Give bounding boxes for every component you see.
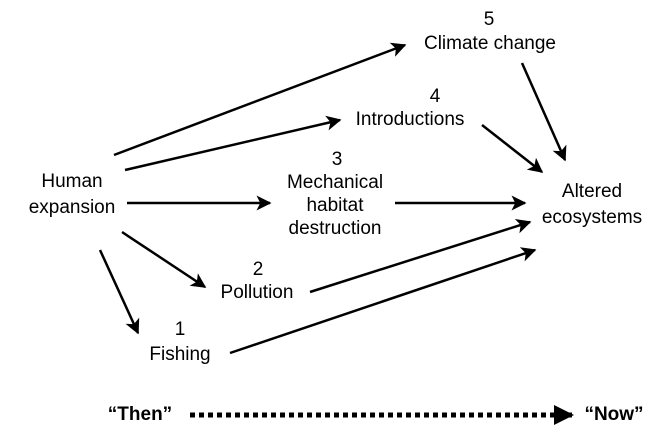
node-label: expansion bbox=[29, 197, 116, 218]
driver: 2 Pollution bbox=[221, 259, 294, 303]
arrow bbox=[309, 218, 532, 294]
node-label: Altered bbox=[562, 181, 622, 202]
driver-number: 3 bbox=[332, 149, 343, 170]
arrow bbox=[481, 124, 544, 173]
node-label: Human bbox=[41, 171, 102, 192]
node-label: Climate change bbox=[424, 33, 556, 54]
driver-number: 2 bbox=[253, 259, 264, 280]
node-label: Pollution bbox=[221, 282, 294, 303]
arrow bbox=[124, 115, 342, 172]
arrow bbox=[121, 230, 207, 289]
node-label: destruction bbox=[289, 218, 382, 239]
driver: 3 Mechanical habitat destruction bbox=[287, 149, 383, 239]
node-label: Mechanical bbox=[287, 172, 383, 193]
arrow bbox=[520, 62, 567, 162]
driver-number: 4 bbox=[430, 86, 441, 107]
source-node: Human expansion bbox=[29, 171, 116, 218]
arrow bbox=[229, 247, 537, 355]
timeline-start: “Then” bbox=[108, 404, 172, 425]
driver-number: 1 bbox=[175, 319, 186, 340]
driver-number: 5 bbox=[484, 9, 495, 30]
node-label: habitat bbox=[306, 195, 364, 216]
arrow bbox=[113, 42, 407, 157]
arrow bbox=[98, 249, 140, 335]
node-label: Introductions bbox=[356, 109, 465, 130]
timeline-end: “Now” bbox=[584, 404, 643, 425]
node-label: ecosystems bbox=[542, 207, 642, 228]
driver: 1 Fishing bbox=[149, 319, 210, 365]
target-node: Altered ecosystems bbox=[542, 181, 642, 228]
driver: 5 Climate change bbox=[424, 9, 556, 54]
node-label: Fishing bbox=[149, 344, 210, 365]
arrows bbox=[98, 42, 574, 425]
driver: 4 Introductions bbox=[356, 86, 465, 130]
